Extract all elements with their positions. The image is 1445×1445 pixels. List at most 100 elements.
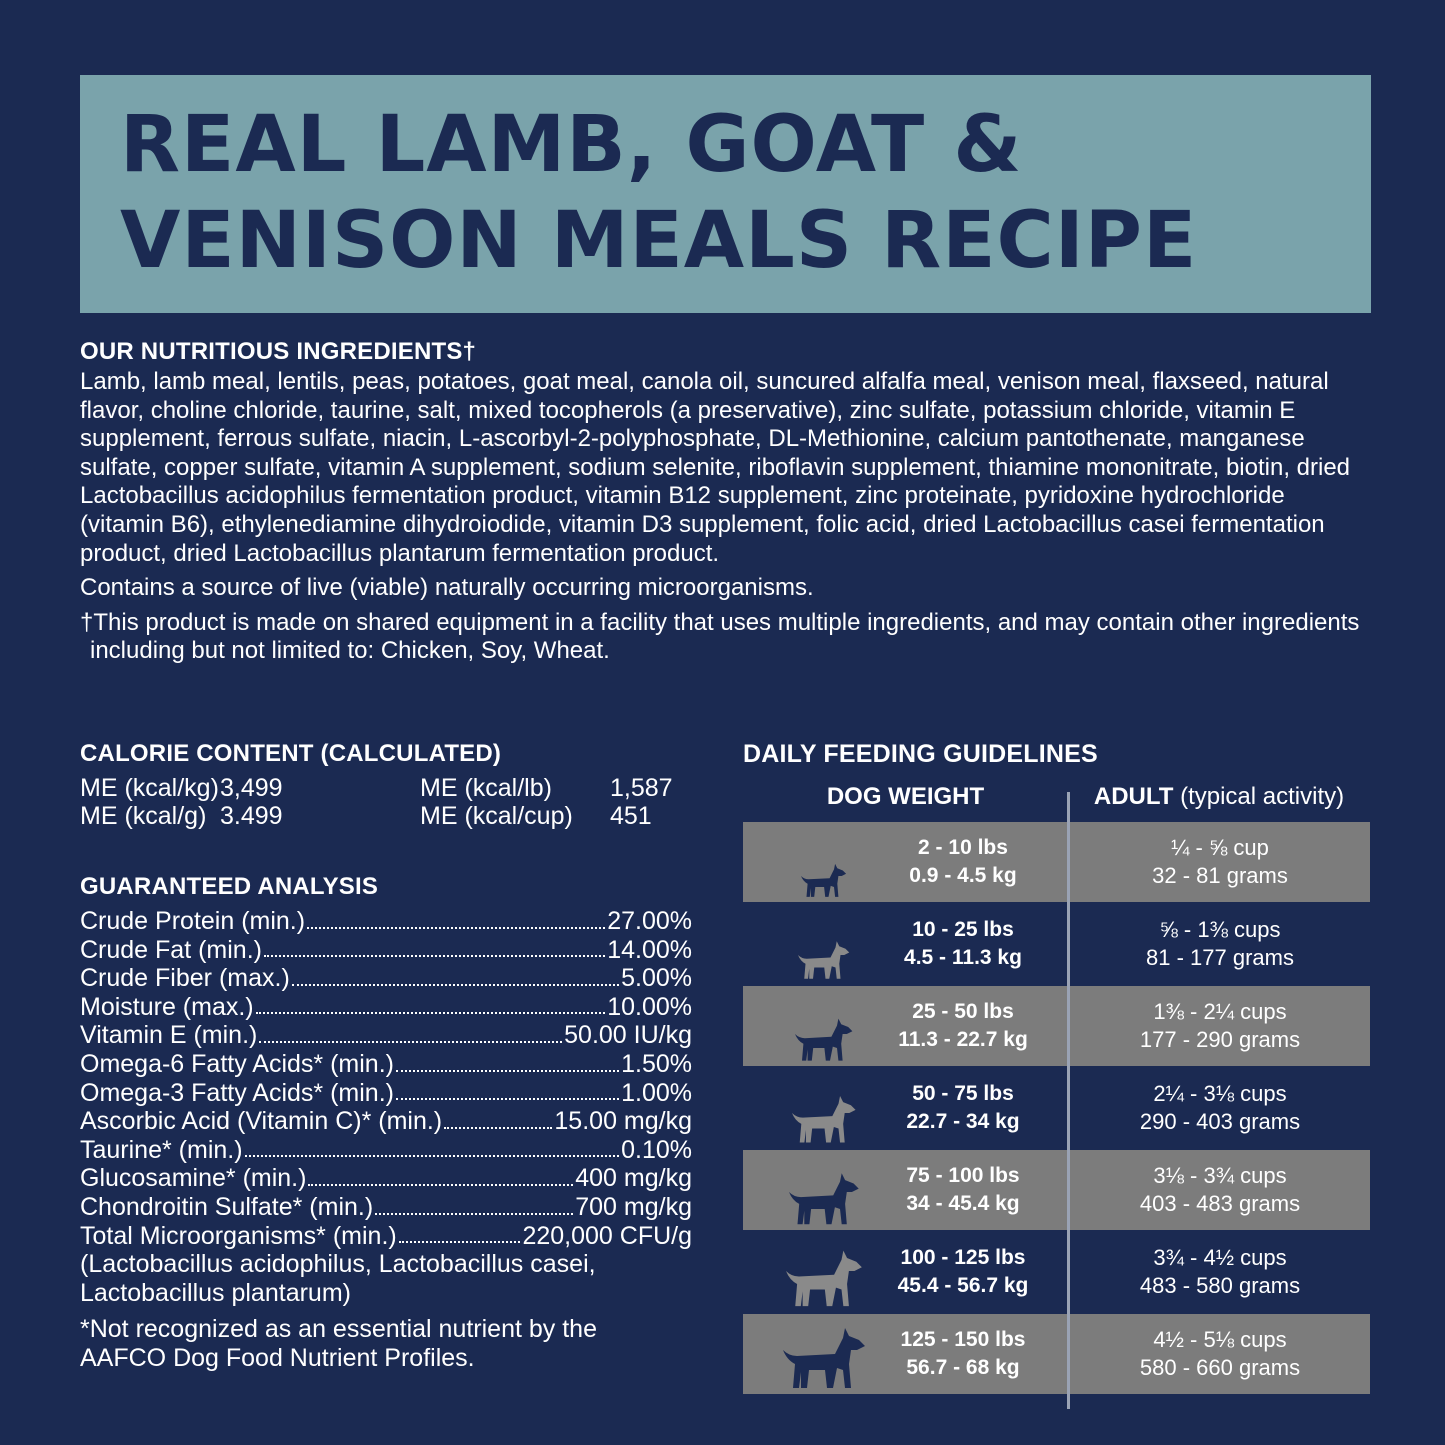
weight-kg: 11.3 - 22.7 kg	[898, 1028, 1028, 1051]
calorie-value: 451	[610, 802, 652, 830]
analysis-heading: GUARANTEED ANALYSIS	[80, 873, 379, 900]
weight-cell: 25 - 50 lbs 11.3 - 22.7 kg	[743, 986, 1067, 1066]
amount-cell: ⅝ - 1⅜ cups 81 - 177 grams	[1070, 904, 1370, 984]
analysis-label: Total Microorganisms* (min.)	[80, 1221, 397, 1250]
analysis-label: Taurine* (min.)	[80, 1135, 243, 1164]
dot-leader	[307, 907, 606, 929]
weight-kg: 45.4 - 56.7 kg	[897, 1274, 1029, 1297]
microorganisms-note: Contains a source of live (viable) natur…	[80, 574, 814, 602]
calorie-heading: CALORIE CONTENT (CALCULATED)	[80, 740, 502, 767]
analysis-label: Crude Fat (min.)	[80, 935, 262, 964]
weight-lbs: 2 - 10 lbs	[918, 836, 1008, 859]
weight-cell: 125 - 150 lbs 56.7 - 68 kg	[743, 1314, 1067, 1394]
analysis-label: Ascorbic Acid (Vitamin C)* (min.)	[80, 1107, 443, 1136]
analysis-label: Omega-3 Fatty Acids* (min.)	[80, 1078, 394, 1107]
weight-cell: 75 - 100 lbs 34 - 45.4 kg	[743, 1150, 1067, 1230]
dot-leader	[395, 1079, 620, 1101]
ingredients-section: OUR NUTRITIOUS INGREDIENTS† Lamb, lamb m…	[80, 338, 1375, 666]
amount-cell: 4½ - 5⅛ cups 580 - 660 grams	[1070, 1314, 1370, 1394]
amount-cups: 2¼ - 3⅛ cups	[1153, 1081, 1287, 1106]
pit-bull-icon	[792, 1095, 856, 1143]
weight-kg: 22.7 - 34 kg	[906, 1110, 1020, 1133]
dot-leader	[444, 1107, 553, 1129]
dot-leader	[375, 1193, 574, 1215]
amount-grams: 81 - 177 grams	[1146, 945, 1294, 970]
analysis-label: Moisture (max.)	[80, 992, 254, 1021]
col-adult-note: (typical activity)	[1173, 783, 1345, 810]
dot-leader	[259, 1021, 563, 1043]
strains-line: Lactobacillus plantarum)	[80, 1278, 351, 1307]
amount-cell: 3¾ - 4½ cups 483 - 580 grams	[1070, 1232, 1370, 1312]
feeding-row: 10 - 25 lbs 4.5 - 11.3 kg ⅝ - 1⅜ cups 81 -…	[743, 903, 1370, 985]
calorie-value: 1,587	[610, 774, 673, 802]
calorie-section: CALORIE CONTENT (CALCULATED) ME (kcal/kg…	[80, 740, 700, 830]
col-adult: ADULT (typical activity)	[1068, 783, 1370, 811]
analysis-value: 0.10%	[621, 1135, 692, 1164]
analysis-row: Crude Fat (min.) 14.00%	[80, 936, 692, 965]
title-line-2: VENISON MEALS RECIPE	[120, 196, 1198, 286]
calorie-label: ME (kcal/lb)	[420, 774, 552, 802]
weight-cell: 100 - 125 lbs 45.4 - 56.7 kg	[743, 1232, 1067, 1312]
ingredients-list: Lamb, lamb meal, lentils, peas, potatoes…	[80, 368, 1351, 567]
amount-grams: 177 - 290 grams	[1139, 1027, 1301, 1052]
analysis-label: Crude Fiber (max.)	[80, 964, 290, 993]
amount-grams: 483 - 580 grams	[1139, 1273, 1301, 1298]
calorie-label: ME (kcal/g)	[80, 802, 207, 830]
analysis-value: 27.00%	[607, 907, 692, 935]
analysis-row: Moisture (max.) 10.00%	[80, 993, 692, 1022]
weight-cell: 10 - 25 lbs 4.5 - 11.3 kg	[743, 904, 1067, 984]
feeding-row: 75 - 100 lbs 34 - 45.4 kg 3⅛ - 3¾ cups 403…	[743, 1149, 1370, 1231]
weight-lbs: 100 - 125 lbs	[900, 1246, 1026, 1269]
feeding-row: 100 - 125 lbs 45.4 - 56.7 kg 3¾ - 4½ cups…	[743, 1231, 1370, 1313]
dot-leader	[244, 1136, 620, 1158]
analysis-row: Total Microorganisms* (min.) 220,000 CFU/…	[80, 1222, 692, 1251]
amount-cups: 4½ - 5⅛ cups	[1153, 1327, 1287, 1352]
analysis-row: Glucosamine* (min.) 400 mg/kg	[80, 1164, 692, 1193]
feeding-row: 125 - 150 lbs 56.7 - 68 kg 4½ - 5⅛ cups 58…	[743, 1313, 1370, 1395]
amount-cups: 3⅛ - 3¾ cups	[1153, 1163, 1287, 1188]
dot-leader	[308, 1164, 574, 1186]
amount-cell: 3⅛ - 3¾ cups 403 - 483 grams	[1070, 1150, 1370, 1230]
analysis-label: Crude Protein (min.)	[80, 907, 306, 935]
amount-cups: ¼ - ⅝ cup	[1171, 835, 1269, 860]
strains-line: (Lactobacillus acidophilus, Lactobacillu…	[80, 1250, 596, 1279]
analysis-value: 15.00 mg/kg	[554, 1107, 692, 1136]
footnote-line: AAFCO Dog Food Nutrient Profiles.	[80, 1343, 475, 1372]
feeding-guidelines: DAILY FEEDING GUIDELINES DOG WEIGHT ADUL…	[743, 740, 1370, 1409]
amount-grams: 580 - 660 grams	[1139, 1355, 1301, 1380]
feeding-row: 25 - 50 lbs 11.3 - 22.7 kg 1⅜ - 2¼ cups 17…	[743, 985, 1370, 1067]
weight-lbs: 10 - 25 lbs	[912, 918, 1014, 941]
analysis-row: Ascorbic Acid (Vitamin C)* (min.) 15.00 m…	[80, 1107, 692, 1136]
amount-cups: 3¾ - 4½ cups	[1153, 1245, 1287, 1270]
analysis-label: Chondroitin Sulfate* (min.)	[80, 1192, 374, 1221]
analysis-value: 1.50%	[621, 1049, 692, 1078]
analysis-row: Vitamin E (min.) 50.00 IU/kg	[80, 1021, 692, 1050]
french-bulldog-icon	[798, 941, 850, 979]
mastiff-icon	[786, 1250, 862, 1307]
feeding-row: 2 - 10 lbs 0.9 - 4.5 kg ¼ - ⅝ cup 32 - 81 …	[743, 821, 1370, 903]
amount-cups: 1⅜ - 2¼ cups	[1153, 999, 1287, 1024]
col-adult-bold: ADULT	[1093, 783, 1174, 810]
calorie-label: ME (kcal/kg)	[80, 774, 219, 802]
analysis-row: Omega-3 Fatty Acids* (min.) 1.00%	[80, 1079, 692, 1108]
dot-leader	[255, 993, 606, 1015]
amount-grams: 290 - 403 grams	[1139, 1109, 1301, 1134]
dot-leader	[395, 1050, 620, 1072]
analysis-row: Chondroitin Sulfate* (min.) 700 mg/kg	[80, 1193, 692, 1222]
dot-leader	[263, 936, 606, 958]
analysis-label: Glucosamine* (min.)	[80, 1164, 307, 1193]
column-divider	[1067, 792, 1070, 1409]
analysis-value: 220,000 CFU/g	[522, 1221, 692, 1250]
amount-grams: 32 - 81 grams	[1152, 863, 1288, 888]
analysis-row: Crude Protein (min.) 27.00%	[80, 907, 692, 936]
analysis-value: 14.00%	[607, 935, 692, 964]
amount-cell: 2¼ - 3⅛ cups 290 - 403 grams	[1070, 1068, 1370, 1148]
feeding-table-header: DOG WEIGHT ADULT (typical activity)	[743, 769, 1370, 821]
analysis-value: 700 mg/kg	[575, 1192, 692, 1221]
weight-kg: 56.7 - 68 kg	[906, 1356, 1020, 1379]
weight-kg: 4.5 - 11.3 kg	[904, 946, 1022, 969]
title-line-1: REAL LAMB, GOAT &	[120, 100, 1023, 190]
analysis-value: 400 mg/kg	[575, 1164, 692, 1193]
weight-lbs: 125 - 150 lbs	[900, 1328, 1026, 1351]
dot-leader	[291, 964, 620, 986]
